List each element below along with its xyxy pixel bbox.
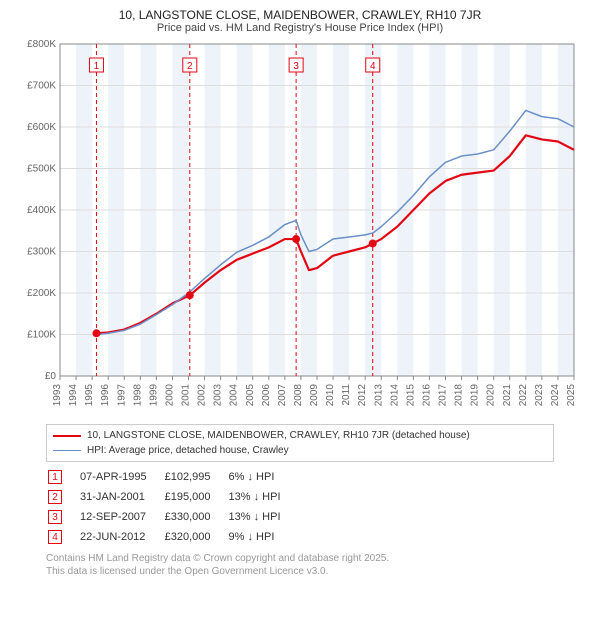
- svg-text:1: 1: [94, 61, 100, 72]
- svg-text:1997: 1997: [116, 384, 127, 407]
- svg-text:1999: 1999: [148, 384, 159, 407]
- svg-text:2008: 2008: [293, 384, 304, 407]
- footnote: Contains HM Land Registry data © Crown c…: [46, 552, 554, 578]
- sale-price: £102,995: [165, 468, 227, 486]
- svg-text:£300K: £300K: [27, 247, 56, 258]
- svg-text:£500K: £500K: [27, 164, 56, 175]
- sale-marker-box: 1: [48, 470, 62, 484]
- svg-text:1996: 1996: [100, 384, 111, 407]
- svg-text:2: 2: [187, 61, 193, 72]
- svg-text:2020: 2020: [486, 384, 497, 407]
- svg-text:2014: 2014: [389, 384, 400, 407]
- svg-text:4: 4: [370, 61, 376, 72]
- svg-text:2003: 2003: [213, 384, 224, 407]
- svg-text:2001: 2001: [181, 384, 192, 407]
- svg-text:2013: 2013: [373, 384, 384, 407]
- svg-text:£800K: £800K: [27, 39, 56, 50]
- legend-swatch: [53, 450, 81, 451]
- svg-text:2015: 2015: [405, 384, 416, 407]
- sale-delta: 13% ↓ HPI: [229, 508, 297, 526]
- sale-price: £330,000: [165, 508, 227, 526]
- svg-text:2023: 2023: [534, 384, 545, 407]
- svg-text:2011: 2011: [341, 384, 352, 406]
- svg-text:£700K: £700K: [27, 81, 56, 92]
- sale-marker-box: 3: [48, 510, 62, 524]
- sale-delta: 6% ↓ HPI: [229, 468, 297, 486]
- svg-text:2016: 2016: [421, 384, 432, 407]
- sale-price: £195,000: [165, 488, 227, 506]
- svg-text:2018: 2018: [454, 384, 465, 407]
- sale-date: 12-SEP-2007: [80, 508, 163, 526]
- svg-text:1993: 1993: [52, 384, 63, 407]
- svg-text:2019: 2019: [470, 384, 481, 407]
- svg-text:2012: 2012: [357, 384, 368, 407]
- svg-text:3: 3: [293, 61, 299, 72]
- sale-row: 4 22-JUN-2012£320,0009% ↓ HPI: [48, 528, 297, 546]
- chart-title: 10, LANGSTONE CLOSE, MAIDENBOWER, CRAWLE…: [10, 8, 590, 22]
- svg-text:2004: 2004: [229, 384, 240, 407]
- sale-delta: 13% ↓ HPI: [229, 488, 297, 506]
- chart-subtitle: Price paid vs. HM Land Registry's House …: [10, 22, 590, 34]
- plot-area: £0 £100K £200K £300K £400K £500K £600K £700K £80…: [20, 38, 580, 418]
- svg-text:2021: 2021: [502, 384, 513, 407]
- line-chart-svg: £0 £100K £200K £300K £400K £500K £600K £700K £80…: [20, 38, 580, 418]
- legend-item: HPI: Average price, detached house, Craw…: [53, 443, 547, 458]
- sale-row: 1 07-APR-1995£102,9956% ↓ HPI: [48, 468, 297, 486]
- sale-delta: 9% ↓ HPI: [229, 528, 297, 546]
- svg-text:1998: 1998: [132, 384, 143, 407]
- svg-text:2017: 2017: [438, 384, 449, 407]
- svg-text:1995: 1995: [84, 384, 95, 407]
- svg-text:1994: 1994: [68, 384, 79, 407]
- legend-item: 10, LANGSTONE CLOSE, MAIDENBOWER, CRAWLE…: [53, 428, 547, 443]
- sale-row: 2 31-JAN-2001£195,00013% ↓ HPI: [48, 488, 297, 506]
- svg-text:2002: 2002: [197, 384, 208, 407]
- sale-marker-box: 2: [48, 490, 62, 504]
- legend: 10, LANGSTONE CLOSE, MAIDENBOWER, CRAWLE…: [46, 424, 554, 462]
- svg-text:2006: 2006: [261, 384, 272, 407]
- sale-date: 31-JAN-2001: [80, 488, 163, 506]
- svg-text:2009: 2009: [309, 384, 320, 407]
- sale-row: 3 12-SEP-2007£330,00013% ↓ HPI: [48, 508, 297, 526]
- footnote-line-1: Contains HM Land Registry data © Crown c…: [46, 552, 554, 565]
- legend-swatch: [53, 435, 81, 437]
- svg-text:2005: 2005: [245, 384, 256, 407]
- svg-text:2022: 2022: [518, 384, 529, 407]
- sales-table: 1 07-APR-1995£102,9956% ↓ HPI 2 31-JAN-2001…: [46, 466, 299, 548]
- sale-date: 22-JUN-2012: [80, 528, 163, 546]
- svg-text:2010: 2010: [325, 384, 336, 407]
- svg-text:2007: 2007: [277, 384, 288, 407]
- sale-marker-box: 4: [48, 530, 62, 544]
- legend-label: 10, LANGSTONE CLOSE, MAIDENBOWER, CRAWLE…: [87, 428, 470, 443]
- svg-text:£0: £0: [45, 371, 57, 382]
- svg-text:2025: 2025: [566, 384, 577, 407]
- svg-text:£100K: £100K: [27, 330, 56, 341]
- chart-container: 10, LANGSTONE CLOSE, MAIDENBOWER, CRAWLE…: [0, 0, 600, 582]
- svg-text:£400K: £400K: [27, 205, 56, 216]
- sale-date: 07-APR-1995: [80, 468, 163, 486]
- svg-text:2024: 2024: [550, 384, 561, 407]
- svg-text:£200K: £200K: [27, 288, 56, 299]
- svg-text:2000: 2000: [164, 384, 175, 407]
- footnote-line-2: This data is licensed under the Open Gov…: [46, 565, 554, 578]
- svg-text:£600K: £600K: [27, 122, 56, 133]
- legend-label: HPI: Average price, detached house, Craw…: [87, 443, 289, 458]
- sale-price: £320,000: [165, 528, 227, 546]
